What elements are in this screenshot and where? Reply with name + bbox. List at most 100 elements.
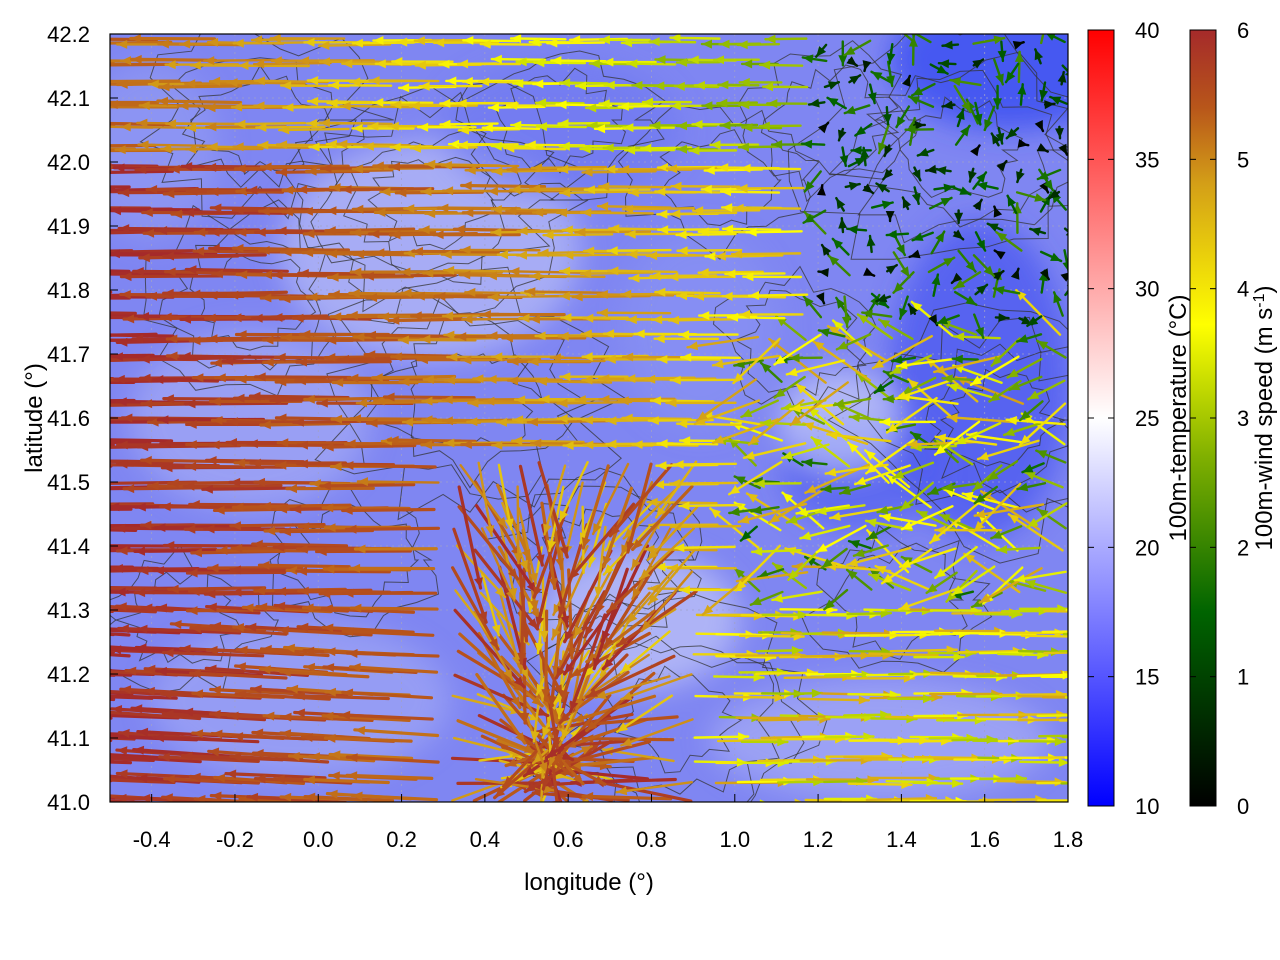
wind-vector — [443, 438, 520, 448]
wind-vector — [933, 420, 981, 456]
wind-vector — [259, 420, 350, 430]
wind-vector — [950, 272, 963, 285]
wind-vector — [349, 228, 437, 237]
wind-vector — [986, 460, 1019, 482]
contour-line — [738, 40, 922, 203]
wind-vector — [837, 127, 847, 142]
wind-vector — [844, 181, 861, 191]
wind-vector — [673, 543, 736, 553]
wind-vector — [649, 396, 715, 406]
wind-vector — [654, 287, 721, 297]
wind-vector — [1023, 470, 1064, 489]
wind-vector — [1014, 50, 1024, 84]
wind-vector — [442, 265, 520, 275]
wind-vector — [110, 333, 113, 337]
wind-vectors — [110, 34, 1068, 802]
wind-vector — [559, 372, 629, 382]
wind-vector — [789, 381, 849, 427]
wind-vector — [602, 57, 657, 67]
contour-line — [827, 302, 1068, 564]
wind-vector — [129, 34, 217, 43]
wind-vector — [356, 477, 440, 487]
wind-vector — [953, 84, 972, 114]
wind-vector — [1036, 714, 1068, 718]
wind-vector — [747, 291, 809, 300]
wind-vector — [110, 59, 131, 63]
colorbar-tick-label: 3 — [1237, 406, 1249, 431]
contour-line — [495, 67, 626, 174]
wind-vector — [971, 464, 1003, 492]
wind-vector — [759, 418, 807, 428]
wind-vector — [968, 167, 977, 183]
wind-vector — [781, 443, 830, 460]
wind-vector — [277, 625, 373, 637]
wind-vector — [994, 313, 1010, 322]
wind-vector — [1002, 421, 1044, 437]
wind-vector — [577, 798, 592, 802]
wind-vector — [155, 226, 261, 235]
wind-vector — [945, 569, 978, 603]
wind-vector — [1005, 416, 1066, 426]
wind-vector — [615, 589, 698, 648]
wind-vector — [619, 630, 671, 674]
wind-vector — [691, 206, 761, 216]
wind-vector — [798, 695, 871, 705]
wind-vector — [871, 334, 933, 370]
y-tick-label: 41.3 — [47, 598, 90, 623]
wind-vector — [773, 333, 822, 366]
wind-vector — [480, 570, 501, 637]
temperature-colorbar: 10 15 20 25 30 35 40 100m-temperature (°C) — [1087, 18, 1192, 819]
wind-vector — [724, 269, 786, 279]
wind-vector — [252, 59, 332, 69]
wind-vector — [526, 417, 609, 427]
wind-vector — [204, 456, 305, 465]
wind-vector — [759, 361, 783, 383]
wind-vector — [189, 624, 288, 636]
wind-vector — [279, 712, 374, 722]
wind-vector — [110, 207, 200, 212]
wind-vector — [768, 484, 831, 524]
wind-vector — [863, 267, 876, 277]
wind-vector — [110, 754, 202, 764]
wind-vector — [802, 209, 827, 224]
wind-vector — [1019, 758, 1068, 767]
wind-vector — [773, 375, 806, 399]
wind-vector — [110, 592, 111, 595]
wind-vector — [799, 524, 851, 541]
wind-vector — [418, 81, 483, 91]
x-tick-label: 0.4 — [470, 827, 501, 852]
wind-vector — [817, 268, 829, 278]
wind-vector — [902, 34, 916, 44]
wind-vector — [353, 544, 438, 554]
colorbar-tick-label: 6 — [1237, 18, 1249, 43]
wind-vector — [110, 757, 115, 762]
wind-vector — [655, 460, 698, 519]
wind-vector — [761, 82, 809, 92]
wind-vector — [479, 310, 566, 319]
wind-vector — [1017, 138, 1030, 148]
wind-vector — [759, 799, 767, 802]
wind-vector — [110, 716, 113, 720]
wind-vector — [912, 166, 922, 182]
wind-vector — [1052, 291, 1064, 317]
wind-vector — [766, 99, 808, 108]
wind-vector — [952, 229, 965, 241]
wind-vector — [501, 501, 529, 572]
wind-vector — [892, 271, 915, 294]
wind-vector — [1058, 143, 1068, 156]
wind-vector — [110, 697, 116, 702]
wind-vector — [953, 271, 982, 290]
wind-vector — [755, 646, 804, 655]
wind-vector — [451, 566, 500, 651]
wind-vector — [626, 462, 653, 554]
wind-vector — [164, 119, 242, 129]
wind-vector — [900, 505, 954, 531]
wind-vector — [954, 209, 964, 225]
colorbar-tick-label: 2 — [1237, 535, 1249, 560]
wind-vector — [817, 184, 826, 196]
wind-vector — [846, 546, 912, 567]
y-tick-label: 41.2 — [47, 662, 90, 687]
wind-vector — [831, 319, 873, 357]
wind-vector — [110, 632, 131, 637]
wind-vector — [892, 251, 911, 279]
